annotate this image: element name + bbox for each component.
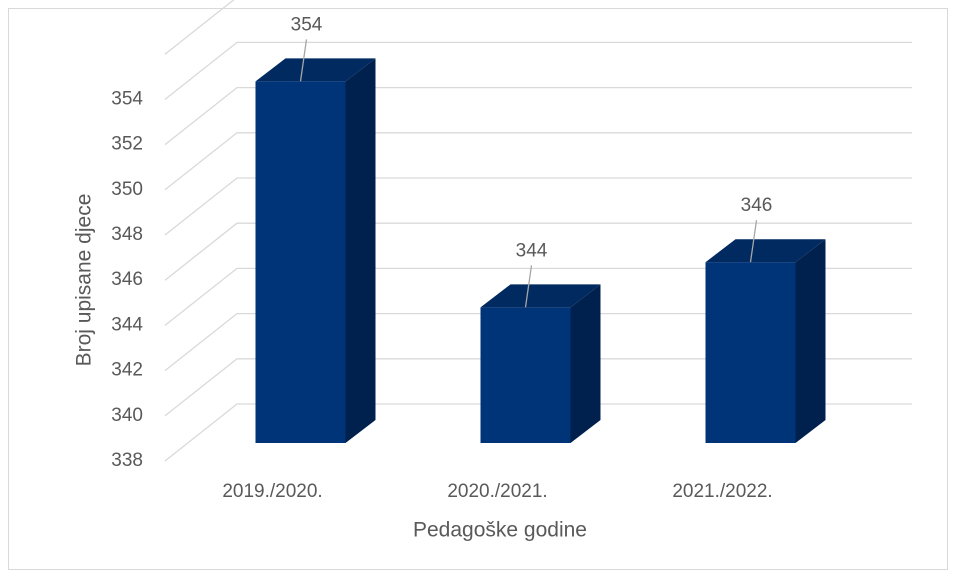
grid-line (164, 86, 912, 146)
leader-line (749, 220, 758, 263)
data-label: 346 (741, 195, 773, 216)
y-tick-label: 348 (111, 224, 143, 245)
leader-line (299, 39, 308, 82)
x-axis-title: Pedagoške godine (413, 519, 587, 542)
bar-top (705, 239, 826, 263)
data-label: 344 (516, 240, 548, 261)
y-tick-label: 352 (111, 134, 143, 155)
y-tick-label: 342 (111, 360, 143, 381)
grid-line (164, 177, 912, 236)
grid-line (164, 132, 912, 191)
grid-line (164, 41, 912, 100)
y-tick-label: 338 (111, 450, 143, 471)
bar-top (255, 58, 376, 82)
bar-top (480, 284, 601, 308)
bar-side (345, 58, 376, 444)
y-axis-title: Broj upisane djece (73, 194, 96, 367)
bar-side (570, 284, 601, 443)
x-tick-label: 2019./2020. (222, 481, 322, 502)
grid-line (164, 312, 912, 372)
y-tick-label: 346 (111, 269, 143, 290)
bar-side (795, 239, 826, 443)
x-tick-label: 2020./2021. (447, 481, 547, 502)
x-tick-label: 2021./2022. (672, 481, 772, 502)
grid-line (164, 403, 912, 462)
grid-line (164, 358, 912, 417)
y-tick-label: 344 (111, 314, 143, 335)
data-label: 354 (291, 14, 323, 35)
y-tick-label: 350 (111, 179, 143, 200)
grid-line (164, 267, 912, 326)
y-tick-label: 354 (111, 88, 143, 109)
grid-line (164, 0, 235, 55)
grid-line (164, 222, 912, 281)
y-tick-label: 340 (111, 405, 143, 426)
bar (255, 81, 346, 444)
leader-line (524, 265, 533, 308)
bar (705, 262, 796, 443)
bar (480, 307, 571, 443)
